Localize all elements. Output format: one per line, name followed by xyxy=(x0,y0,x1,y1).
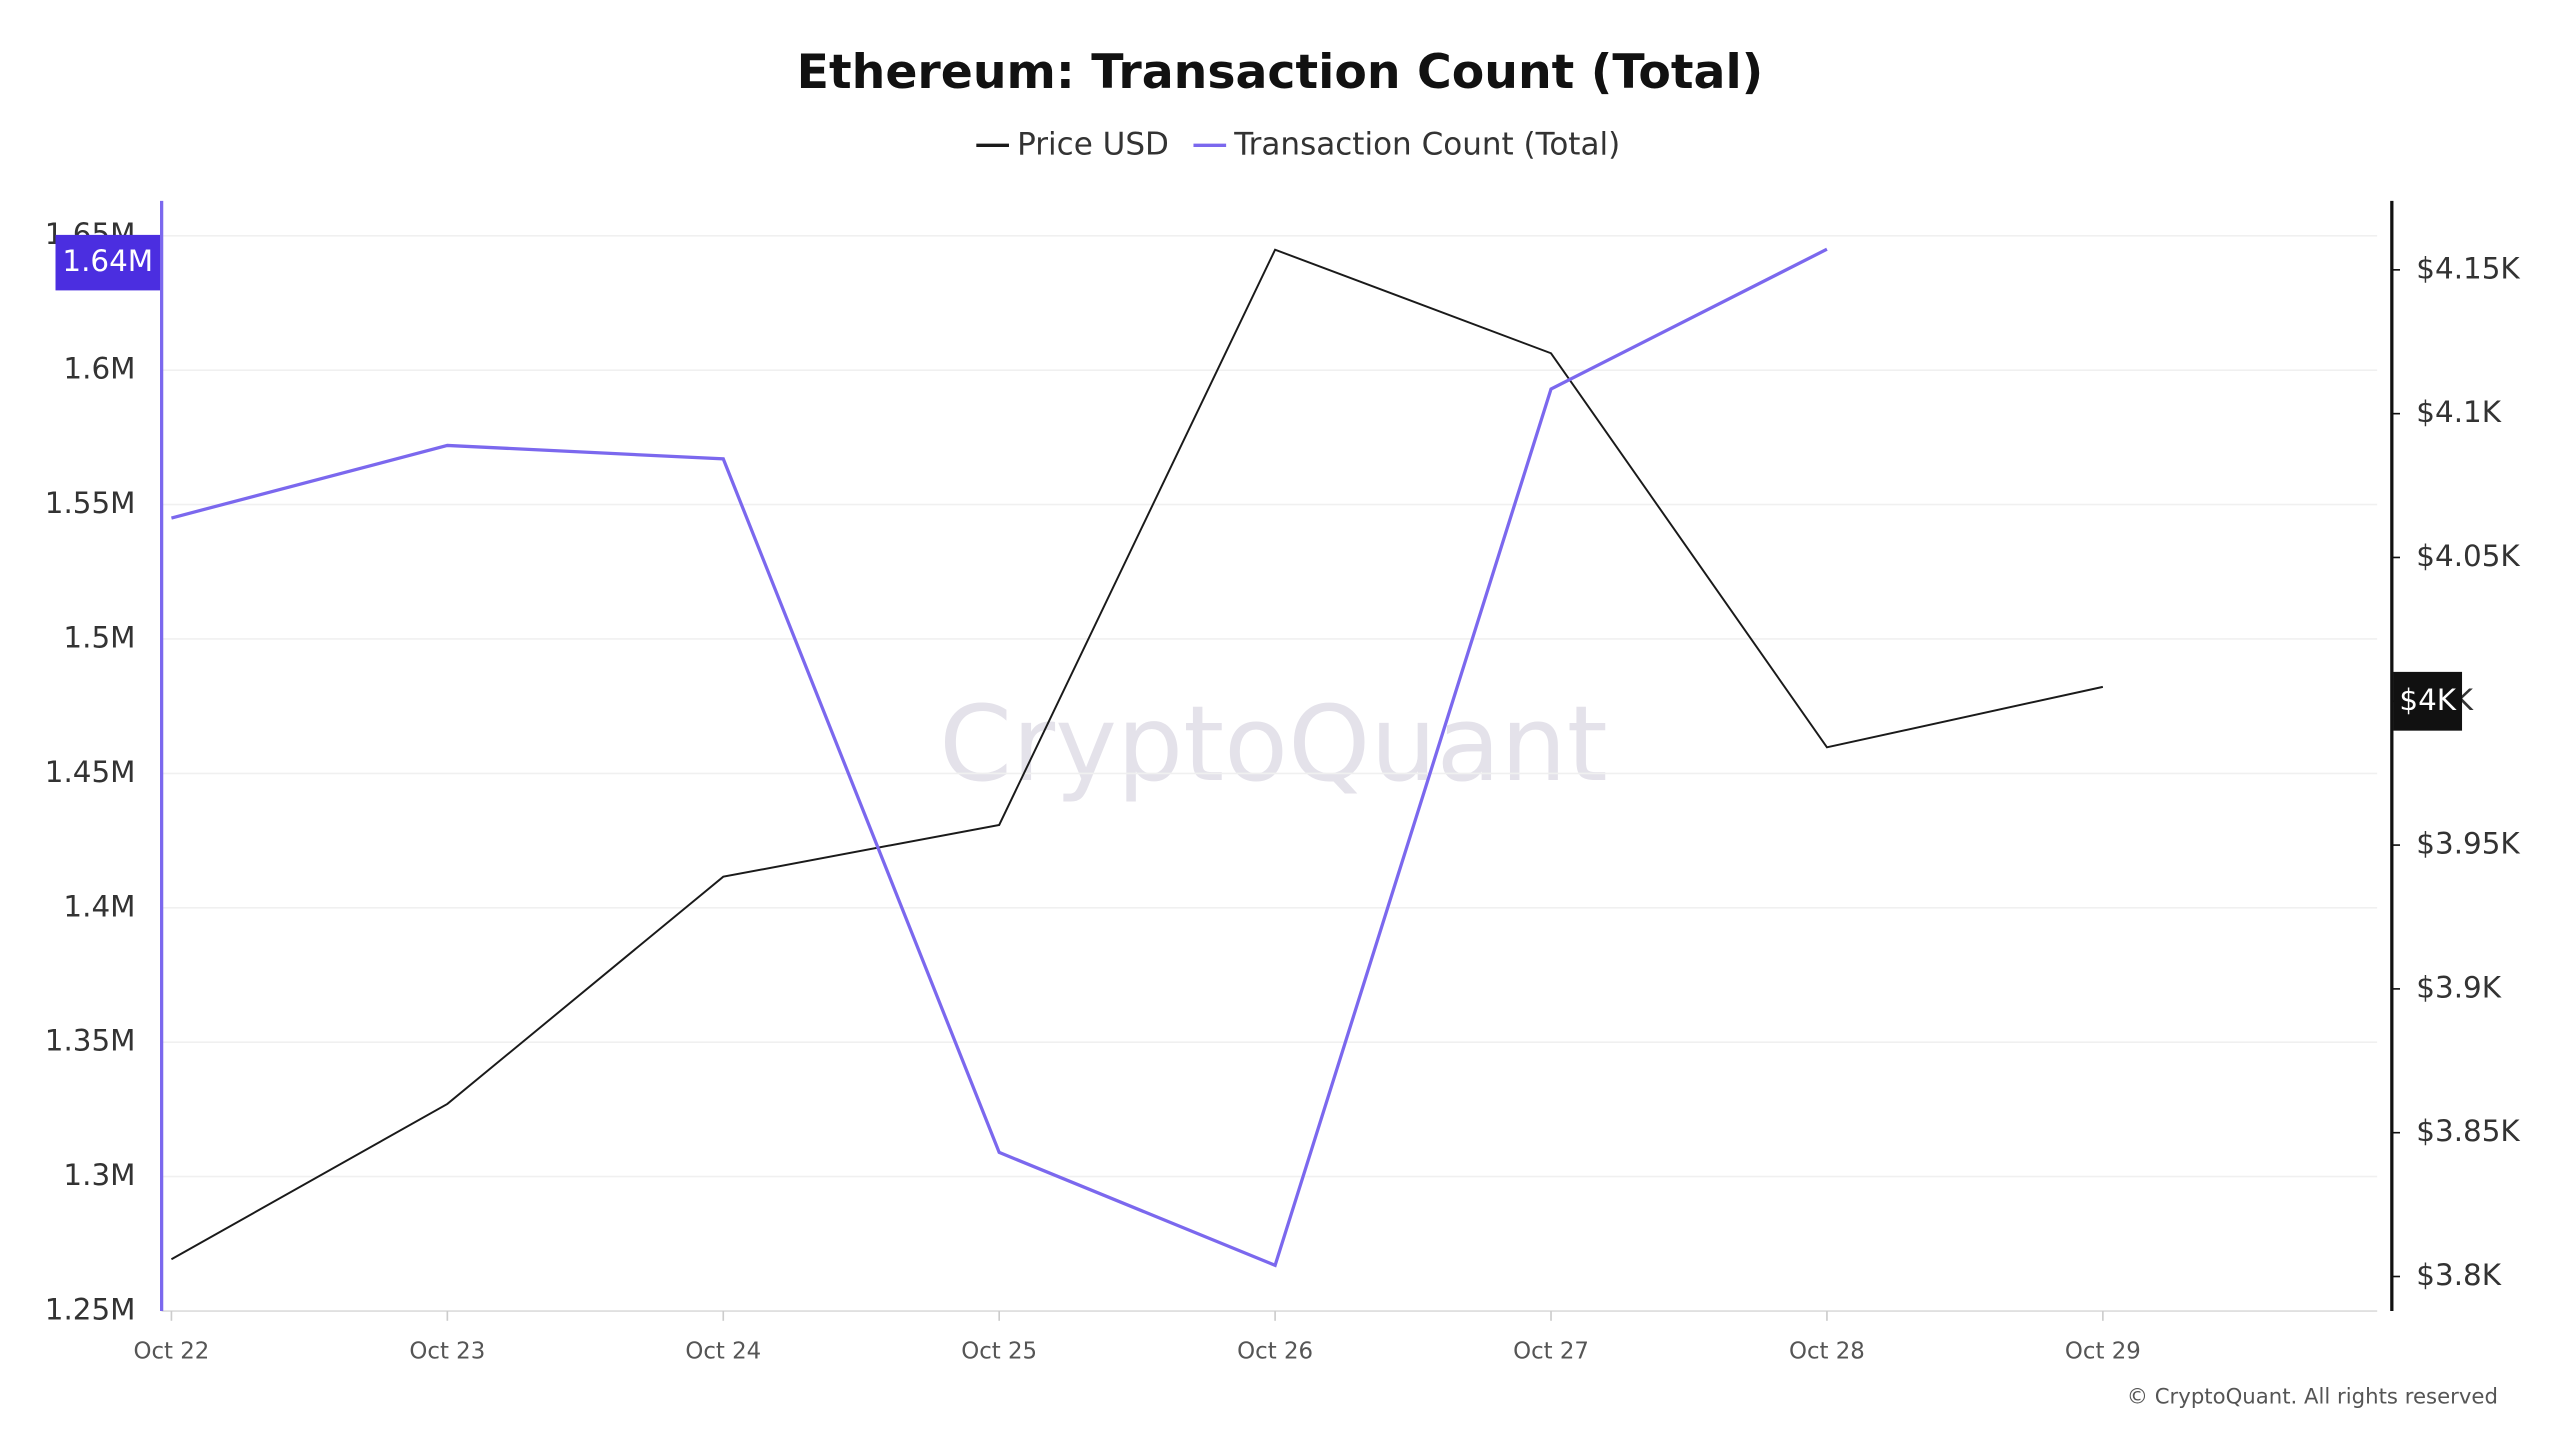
y-tick-label: 1.35M xyxy=(45,1024,136,1058)
watermark: CryptoQuant xyxy=(939,683,1608,805)
chart-title: Ethereum: Transaction Count (Total) xyxy=(797,45,1764,100)
x-tick-label: Oct 29 xyxy=(2065,1338,2141,1364)
y-tick-label: 1.6M xyxy=(63,352,135,386)
y2-tick-label: $3.95K xyxy=(2416,827,2520,861)
y2-tick-label: $4.15K xyxy=(2416,251,2520,285)
x-tick-label: Oct 28 xyxy=(1789,1338,1865,1364)
y2-tick-label: $3.9K xyxy=(2416,970,2501,1004)
x-tick-label: Oct 23 xyxy=(409,1338,485,1364)
current-tag xyxy=(55,234,160,291)
current-tag-label: 1.64M xyxy=(62,244,153,278)
x-tick-label: Oct 27 xyxy=(1513,1338,1589,1364)
current-tag-label: $4K xyxy=(2399,683,2456,717)
y-tick-label: 1.55M xyxy=(45,486,136,520)
x-tick-label: Oct 22 xyxy=(134,1338,210,1364)
y2-tick-label: $3.85K xyxy=(2416,1114,2520,1148)
x-tick-label: Oct 26 xyxy=(1237,1338,1313,1364)
series-line xyxy=(171,247,1828,1268)
y-tick-label: 1.45M xyxy=(45,755,136,789)
y-tick-label: 1.5M xyxy=(63,620,135,654)
legend-label: Price USD xyxy=(1017,126,1169,162)
series-line xyxy=(170,248,2104,1261)
y-tick-label: 1.4M xyxy=(63,889,135,923)
x-tick-label: Oct 24 xyxy=(685,1338,761,1364)
y2-tick-label: $4.1K xyxy=(2416,395,2501,429)
legend-label: Transaction Count (Total) xyxy=(1233,126,1620,162)
x-tick-label: Oct 25 xyxy=(961,1338,1037,1364)
footer: © CryptoQuant. All rights reserved xyxy=(2127,1385,2498,1410)
current-tag xyxy=(2393,671,2463,731)
y2-tick-label: $4.05K xyxy=(2416,539,2520,573)
y2-tick-label: $3.8K xyxy=(2416,1258,2501,1292)
y-tick-label: 1.25M xyxy=(45,1293,136,1327)
y-tick-label: 1.3M xyxy=(63,1158,135,1192)
